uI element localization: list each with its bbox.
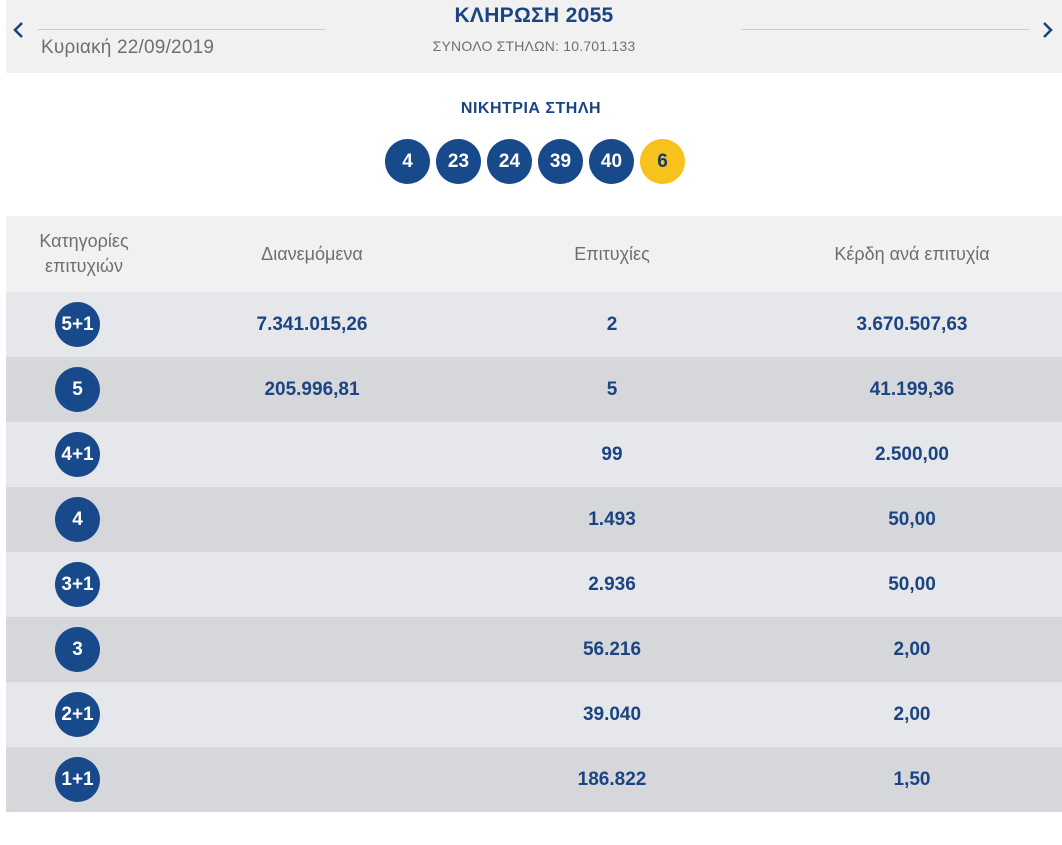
winners-cell: 56.216 <box>582 638 642 660</box>
chevron-left-icon[interactable] <box>8 16 28 44</box>
winners-cell: 2 <box>606 313 618 335</box>
winning-number-ball: 40 <box>589 139 634 184</box>
category-cell: 3+1 <box>6 562 162 607</box>
chevron-right-icon[interactable] <box>1038 16 1058 44</box>
table-row: 3 56.216 2,00 <box>6 617 1062 682</box>
header-category-line1: Κατηγορίες <box>39 231 129 251</box>
winners-cell: 2.936 <box>588 573 636 595</box>
winning-number-ball: 23 <box>436 139 481 184</box>
table-row: 3+1 2.936 50,00 <box>6 552 1062 617</box>
category-badge: 3+1 <box>55 562 100 607</box>
header-category: Κατηγορίες επιτυχιών <box>6 229 162 279</box>
category-cell: 5 <box>6 367 162 412</box>
category-cell: 4 <box>6 497 162 542</box>
prize-cell: 2.500,00 <box>875 443 949 465</box>
table-row: 4+1 99 2.500,00 <box>6 422 1062 487</box>
draw-date: Κυριακή 22/09/2019 <box>41 37 215 58</box>
distributed-cell: 7.341.015,26 <box>256 313 368 335</box>
winners-cell: 186.822 <box>577 768 647 790</box>
winners-cell: 1.493 <box>588 508 636 530</box>
draw-header: Κυριακή 22/09/2019 ΚΛΗΡΩΣΗ 2055 ΣΥΝΟΛΟ Σ… <box>6 0 1062 73</box>
category-badge: 5+1 <box>55 302 100 347</box>
header-prize: Κέρδη ανά επιτυχία <box>834 243 990 264</box>
winning-column-label: ΝΙΚΗΤΡΙΑ ΣΤΗΛΗ <box>460 100 602 117</box>
winners-cell: 39.040 <box>582 703 642 725</box>
category-badge: 1+1 <box>55 757 100 802</box>
winning-number-ball: 39 <box>538 139 583 184</box>
winning-numbers: 4 23 24 39 40 6 <box>385 139 685 184</box>
table-row: 1+1 186.822 1,50 <box>6 747 1062 812</box>
distributed-cell: 205.996,81 <box>264 378 360 400</box>
table-row: 5 205.996,81 5 41.199,36 <box>6 357 1062 422</box>
category-cell: 4+1 <box>6 432 162 477</box>
category-badge: 4+1 <box>55 432 100 477</box>
category-cell: 5+1 <box>6 302 162 347</box>
category-badge: 3 <box>55 627 100 672</box>
joker-ball: 6 <box>640 139 685 184</box>
prize-cell: 2,00 <box>893 703 931 725</box>
prize-cell: 2,00 <box>893 638 931 660</box>
prize-cell: 41.199,36 <box>869 378 955 400</box>
header-winners: Επιτυχίες <box>574 243 650 264</box>
table-row: 5+1 7.341.015,26 2 3.670.507,63 <box>6 292 1062 357</box>
divider <box>38 29 325 30</box>
divider <box>741 29 1029 30</box>
category-badge: 2+1 <box>55 692 100 737</box>
winners-cell: 5 <box>606 378 618 400</box>
prize-cell: 50,00 <box>888 573 936 595</box>
category-cell: 2+1 <box>6 692 162 737</box>
prize-table: Κατηγορίες επιτυχιών Διανεμόμενα Επιτυχί… <box>6 216 1062 812</box>
table-row: 2+1 39.040 2,00 <box>6 682 1062 747</box>
category-cell: 3 <box>6 627 162 672</box>
category-badge: 4 <box>55 497 100 542</box>
draw-title: ΚΛΗΡΩΣΗ 2055 <box>454 4 614 27</box>
prize-cell: 1,50 <box>893 768 931 790</box>
table-header: Κατηγορίες επιτυχιών Διανεμόμενα Επιτυχί… <box>6 216 1062 292</box>
table-row: 4 1.493 50,00 <box>6 487 1062 552</box>
prize-cell: 3.670.507,63 <box>856 313 968 335</box>
winning-number-ball: 24 <box>487 139 532 184</box>
prize-cell: 50,00 <box>888 508 936 530</box>
winners-cell: 99 <box>601 443 623 465</box>
header-category-line2: επιτυχιών <box>45 256 123 276</box>
winning-number-ball: 4 <box>385 139 430 184</box>
category-cell: 1+1 <box>6 757 162 802</box>
total-columns: ΣΥΝΟΛΟ ΣΤΗΛΩΝ: 10.701.133 <box>432 38 636 54</box>
header-distributed: Διανεμόμενα <box>261 243 363 264</box>
category-badge: 5 <box>55 367 100 412</box>
